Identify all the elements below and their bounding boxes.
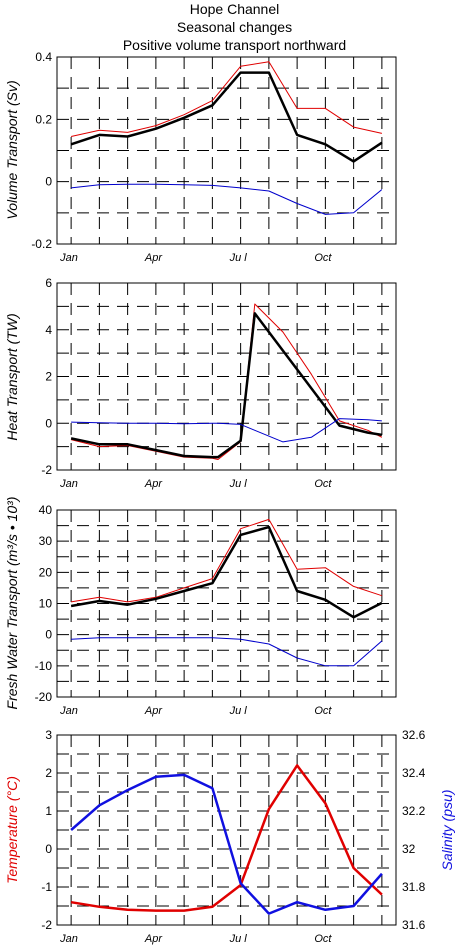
series-line-black bbox=[70, 71, 383, 163]
series-line-blue bbox=[71, 637, 383, 667]
x-tick-label: Apr bbox=[144, 933, 163, 945]
x-tick-label: Ju l bbox=[229, 933, 248, 945]
y-tick-label-right: 32.6 bbox=[402, 728, 426, 742]
y-tick-label: -2 bbox=[41, 463, 52, 477]
y-tick-label: 0 bbox=[45, 842, 52, 856]
chart-panel-4: -2 -1 0 1 2 3 31.6 31.8 32 32.2 32.4 32.6 Jan Apr Ju l… bbox=[4, 728, 455, 945]
x-tick-label: Jan bbox=[59, 478, 78, 490]
y-tick-label: 10 bbox=[39, 597, 53, 611]
y-tick-label-right: 31.8 bbox=[402, 880, 426, 894]
x-tick-label: Jan bbox=[59, 705, 78, 717]
y-axis-label: Volume Transport (Sv) bbox=[4, 80, 20, 219]
y-tick-label: 0 bbox=[45, 416, 52, 430]
y-tick-label: 3 bbox=[45, 728, 52, 742]
y-tick-label: 30 bbox=[39, 534, 53, 548]
chart-panel-1: -0.2 0 0.2 0.4 Jan Apr Ju l Oct Volume Transport… bbox=[4, 50, 397, 264]
y-tick-label: 0 bbox=[45, 175, 52, 189]
y-tick-label: -10 bbox=[35, 659, 53, 673]
y-tick-label: 2 bbox=[45, 766, 52, 780]
y-axis-label-right: Salinity (psu) bbox=[439, 790, 455, 871]
x-tick-label: Oct bbox=[314, 705, 332, 717]
y-tick-label: 20 bbox=[39, 565, 53, 579]
y-tick-label: 0.2 bbox=[35, 112, 52, 126]
y-tick-label: 4 bbox=[45, 323, 52, 337]
x-tick-label: Ju l bbox=[229, 252, 248, 264]
y-axis-label: Temperature (°C) bbox=[4, 776, 20, 884]
x-tick-label: Oct bbox=[314, 252, 332, 264]
y-tick-label: -20 bbox=[35, 690, 53, 704]
y-tick-label: -1 bbox=[41, 880, 52, 894]
chart-panel-3: -20 -10 0 10 20 30 40 Jan Apr Ju l Oct Fresh Water … bbox=[4, 497, 397, 717]
y-tick-label: 0.4 bbox=[35, 50, 52, 64]
series-line-red bbox=[70, 61, 383, 137]
y-tick-label-right: 32.4 bbox=[402, 766, 426, 780]
y-axis-label: Heat Transport (TW) bbox=[4, 313, 20, 440]
x-tick-label: Oct bbox=[314, 478, 332, 490]
x-tick-label: Apr bbox=[144, 252, 163, 264]
y-tick-label-right: 32.2 bbox=[402, 804, 426, 818]
series-line-blue bbox=[71, 418, 382, 443]
y-tick-label-right: 31.6 bbox=[402, 918, 426, 932]
x-tick-label: Apr bbox=[144, 478, 163, 490]
y-tick-label-right: 32 bbox=[402, 842, 416, 856]
y-tick-label: 1 bbox=[45, 804, 52, 818]
chart-title-line2: Seasonal changes bbox=[176, 19, 293, 35]
y-tick-label: 2 bbox=[45, 370, 52, 384]
series-line-black bbox=[70, 525, 383, 619]
chart-panel-2: -2 0 2 4 6 Jan Apr Ju l Oct Heat Transport (TW) bbox=[4, 276, 397, 490]
x-tick-label: Jan bbox=[59, 933, 78, 945]
series-line-red bbox=[70, 303, 383, 460]
y-tick-label: 0 bbox=[45, 628, 52, 642]
x-tick-label: Ju l bbox=[229, 705, 248, 717]
series-line-sal bbox=[70, 773, 383, 915]
x-tick-label: Apr bbox=[144, 705, 163, 717]
chart-title-line3: Positive volume transport northward bbox=[122, 37, 347, 53]
chart-title-line1: Hope Channel bbox=[189, 1, 280, 17]
series-line-black bbox=[70, 312, 383, 459]
series-line-blue bbox=[71, 183, 383, 215]
y-tick-label: -2 bbox=[41, 918, 52, 932]
series-line-temp bbox=[70, 764, 383, 912]
x-tick-label: Jan bbox=[59, 252, 78, 264]
y-tick-label: -0.2 bbox=[31, 237, 52, 251]
y-tick-label: 40 bbox=[39, 503, 53, 517]
x-tick-label: Oct bbox=[314, 933, 332, 945]
y-tick-label: 6 bbox=[45, 276, 52, 290]
y-axis-label: Fresh Water Transport (m³/s • 10³) bbox=[4, 497, 20, 710]
series-line-red bbox=[71, 518, 383, 603]
x-tick-label: Ju l bbox=[229, 478, 248, 490]
